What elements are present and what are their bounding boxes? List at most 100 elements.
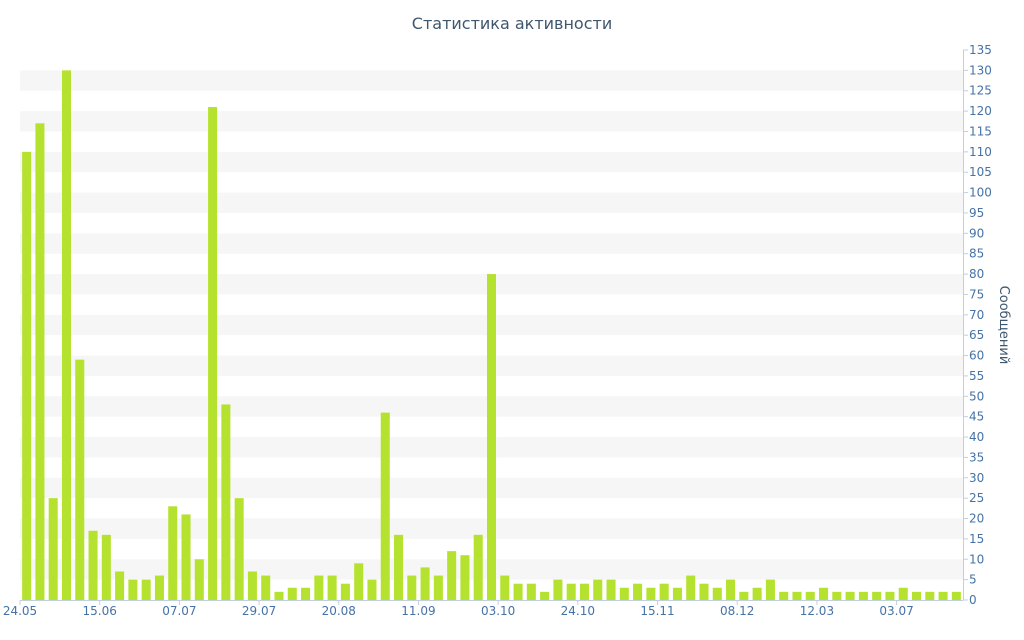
- bar: [234, 498, 244, 600]
- bar: [752, 587, 762, 600]
- bar: [367, 579, 377, 600]
- bar: [526, 583, 536, 600]
- y-tick-label: 5: [969, 573, 977, 587]
- y-axis-title: Сообщений: [996, 286, 1011, 365]
- x-tick-label: 08.12: [720, 604, 754, 618]
- bar: [779, 591, 789, 600]
- bar: [765, 579, 775, 600]
- x-tick-label: 03.10: [481, 604, 515, 618]
- bar: [712, 587, 722, 600]
- bar: [646, 587, 656, 600]
- bar: [287, 587, 297, 600]
- bar: [101, 534, 111, 600]
- bar: [792, 591, 802, 600]
- bar: [380, 412, 390, 600]
- bar: [340, 583, 350, 600]
- bar: [500, 575, 510, 600]
- x-tick-label: 24.05: [3, 604, 37, 618]
- bar: [858, 591, 868, 600]
- bar: [394, 534, 404, 600]
- bar: [274, 591, 284, 600]
- bar: [619, 587, 629, 600]
- bar: [951, 591, 961, 600]
- bar: [128, 579, 138, 600]
- bar: [540, 591, 550, 600]
- y-tick-label: 20: [969, 512, 984, 526]
- bar: [686, 575, 696, 600]
- y-tick-label: 65: [969, 328, 984, 342]
- bar: [726, 579, 736, 600]
- y-tick-label: 80: [969, 267, 984, 281]
- y-tick-label: 45: [969, 410, 984, 424]
- y-tick-label: 110: [969, 145, 992, 159]
- y-tick-label: 135: [969, 43, 992, 57]
- grid-band: [20, 111, 963, 132]
- bar: [407, 575, 417, 600]
- y-tick-label: 25: [969, 491, 984, 505]
- bar: [420, 567, 430, 600]
- bar: [433, 575, 443, 600]
- bar: [872, 591, 882, 600]
- y-tick-label: 115: [969, 124, 992, 138]
- bar: [898, 587, 908, 600]
- bar: [75, 359, 85, 600]
- y-tick-label: 95: [969, 206, 984, 220]
- bar: [513, 583, 523, 600]
- bar: [115, 571, 125, 600]
- bar: [672, 587, 682, 600]
- y-tick-label: 70: [969, 308, 984, 322]
- bar: [832, 591, 842, 600]
- x-tick-label: 12.03: [800, 604, 834, 618]
- x-tick-label: 29.07: [242, 604, 276, 618]
- y-tick-label: 0: [969, 593, 977, 607]
- bar: [221, 404, 231, 600]
- x-tick-label: 15.06: [83, 604, 117, 618]
- bar: [247, 571, 257, 600]
- y-tick-label: 125: [969, 84, 992, 98]
- x-tick-label: 15.11: [640, 604, 674, 618]
- bar: [35, 123, 45, 600]
- y-tick-label: 15: [969, 532, 984, 546]
- y-tick-label: 100: [969, 186, 992, 200]
- bar: [912, 591, 922, 600]
- x-tick-label: 20.08: [322, 604, 356, 618]
- bar: [593, 579, 603, 600]
- x-tick-label: 11.09: [401, 604, 435, 618]
- bar: [327, 575, 337, 600]
- bar: [181, 514, 191, 600]
- y-tick-label: 30: [969, 471, 984, 485]
- y-tick-label: 40: [969, 430, 984, 444]
- bar: [168, 506, 178, 600]
- y-tick-label: 75: [969, 287, 984, 301]
- bar: [553, 579, 563, 600]
- grid-band: [20, 151, 963, 173]
- bar: [659, 583, 669, 600]
- bar: [141, 579, 151, 600]
- bar: [606, 579, 616, 600]
- bar: [805, 591, 815, 600]
- grid-band: [20, 192, 963, 213]
- bar: [154, 575, 164, 600]
- y-tick-label: 120: [969, 104, 992, 118]
- bar: [845, 591, 855, 600]
- bar: [699, 583, 709, 600]
- y-tick-label: 10: [969, 552, 984, 566]
- bar: [22, 151, 32, 600]
- bar: [473, 534, 483, 600]
- y-tick-label: 130: [969, 63, 992, 77]
- x-tick-label: 03.07: [879, 604, 913, 618]
- chart-title: Статистика активности: [411, 14, 613, 33]
- bar: [261, 575, 271, 600]
- bar: [61, 70, 71, 601]
- bar: [88, 530, 98, 600]
- y-tick-label: 105: [969, 165, 992, 179]
- bar: [925, 591, 935, 600]
- y-tick-label: 85: [969, 247, 984, 261]
- bar: [885, 591, 895, 600]
- bar: [447, 551, 457, 600]
- bar: [486, 274, 497, 600]
- bar: [633, 583, 643, 600]
- x-tick-label: 24.10: [561, 604, 595, 618]
